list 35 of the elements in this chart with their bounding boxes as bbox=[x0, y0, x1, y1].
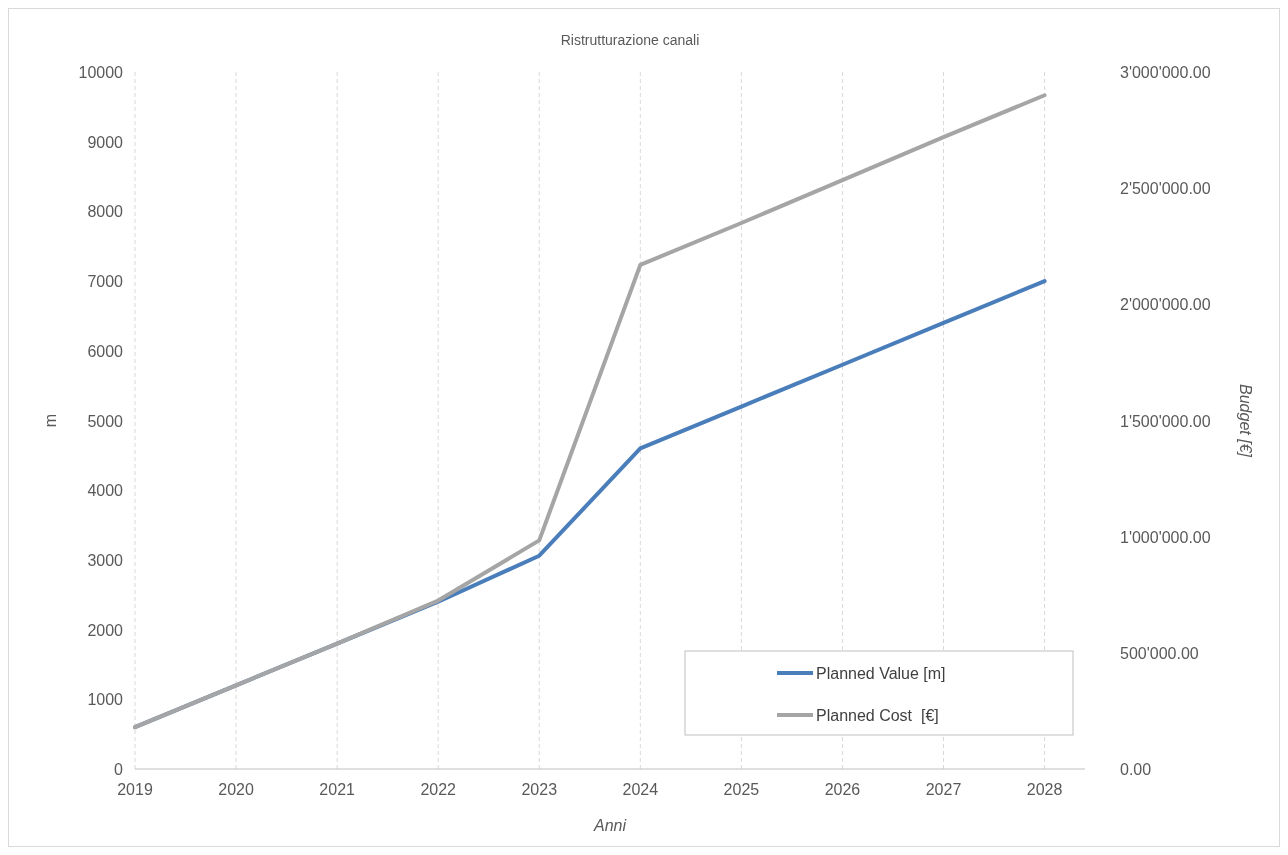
x-tick-label: 2026 bbox=[824, 781, 861, 798]
line-series bbox=[133, 93, 1047, 730]
x-tick-label: 2022 bbox=[420, 781, 457, 798]
y2-tick-label: 3'000'000.00 bbox=[1120, 64, 1211, 81]
y2-tick-label: 1'000'000.00 bbox=[1120, 528, 1211, 546]
chart-title: Ristrutturazione canali bbox=[560, 32, 700, 48]
x-tick-label: 2027 bbox=[925, 781, 962, 798]
y-tick-label: 0 bbox=[114, 761, 124, 778]
y2-tick-label: 2'000'000.00 bbox=[1120, 296, 1211, 314]
x-tick-label: 2025 bbox=[723, 781, 760, 798]
x-tick-label: 2023 bbox=[521, 781, 558, 798]
y-tick-label: 5000 bbox=[87, 412, 124, 430]
y-tick-label: 1000 bbox=[87, 691, 124, 709]
y-tick-label: 9000 bbox=[87, 133, 124, 151]
y-tick-label: 8000 bbox=[87, 203, 124, 221]
legend-label: Planned Value [m] bbox=[816, 665, 946, 682]
x-tick-label: 2021 bbox=[319, 781, 356, 798]
y-tick-label: 2000 bbox=[87, 621, 124, 639]
x-tick-label: 2024 bbox=[622, 781, 659, 798]
y-tick-label: 10000 bbox=[78, 64, 124, 81]
y2-tick-label: 0.00 bbox=[1120, 761, 1152, 778]
y-tick-label: 6000 bbox=[87, 342, 124, 360]
y-axis-title: m bbox=[42, 413, 59, 428]
x-tick-label: 2028 bbox=[1026, 781, 1063, 798]
y-tick-label: 7000 bbox=[87, 273, 124, 291]
legend-label: Planned Cost [€] bbox=[816, 707, 939, 724]
x-tick-label: 2020 bbox=[218, 781, 254, 798]
y2-axis-title: Budget [€] bbox=[1237, 384, 1254, 458]
y2-tick-label: 1'500'000.00 bbox=[1120, 412, 1211, 430]
y2-tick-label: 2'500'000.00 bbox=[1120, 180, 1211, 198]
x-tick-label: 2019 bbox=[117, 781, 153, 798]
x-axis-title: Anni bbox=[592, 817, 627, 834]
y-tick-label: 4000 bbox=[87, 482, 124, 500]
y2-tick-label: 500'000.00 bbox=[1120, 644, 1199, 662]
y-tick-label: 3000 bbox=[87, 551, 124, 569]
